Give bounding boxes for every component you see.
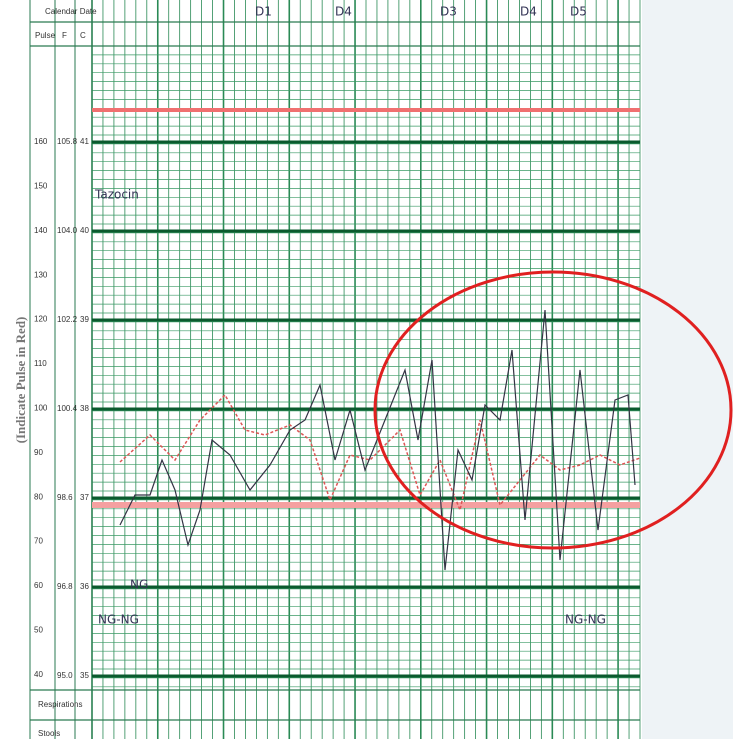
pulse-label: 120 [34,315,48,324]
day-label: D5 [570,5,587,19]
pulse-label: 150 [34,182,48,191]
pulse-label: 130 [34,270,48,279]
day-label: D3 [440,5,457,19]
annotation: NG-NG [98,613,139,627]
tpr-chart: 41105.840104.039102.238100.43798.63696.8… [0,0,733,739]
f-header: F [62,31,67,40]
fahrenheit-label: 95.0 [57,671,73,680]
annotation: Tazocin [94,188,139,202]
fahrenheit-label: 105.8 [57,137,78,146]
fahrenheit-label: 102.2 [57,315,78,324]
celsius-label: 37 [80,493,89,502]
pulse-label: 60 [34,581,43,590]
annotation: NG-NG [565,613,606,627]
date-header: Calendar Date [45,7,97,16]
celsius-label: 40 [80,226,89,235]
celsius-label: 38 [80,404,89,413]
fahrenheit-label: 104.0 [57,226,78,235]
side-margin [642,0,733,739]
pulse-label: 110 [34,359,47,368]
pulse-label: 70 [34,537,43,546]
fahrenheit-label: 98.6 [57,493,73,502]
pulse-label: 40 [34,670,43,679]
pulse-label: 90 [34,448,43,457]
day-label: D4 [335,5,352,19]
pulse-label: 100 [34,404,48,413]
annotation: NG [130,578,148,592]
stools-label: Stools [38,729,60,738]
pulse-label: 50 [34,626,43,635]
celsius-label: 36 [80,582,89,591]
day-label: D1 [255,5,272,19]
fahrenheit-label: 100.4 [57,404,78,413]
day-label: D4 [520,5,537,19]
celsius-label: 41 [80,137,89,146]
pulse-header: Pulse [35,31,56,40]
respirations-label: Respirations [38,700,82,709]
celsius-label: 39 [80,315,89,324]
c-header: C [80,31,86,40]
fahrenheit-label: 96.8 [57,582,73,591]
pulse-label: 140 [34,226,48,235]
side-label: (Indicate Pulse in Red) [13,317,28,444]
celsius-label: 35 [80,671,89,680]
pulse-label: 160 [34,137,48,146]
pulse-label: 80 [34,492,43,501]
